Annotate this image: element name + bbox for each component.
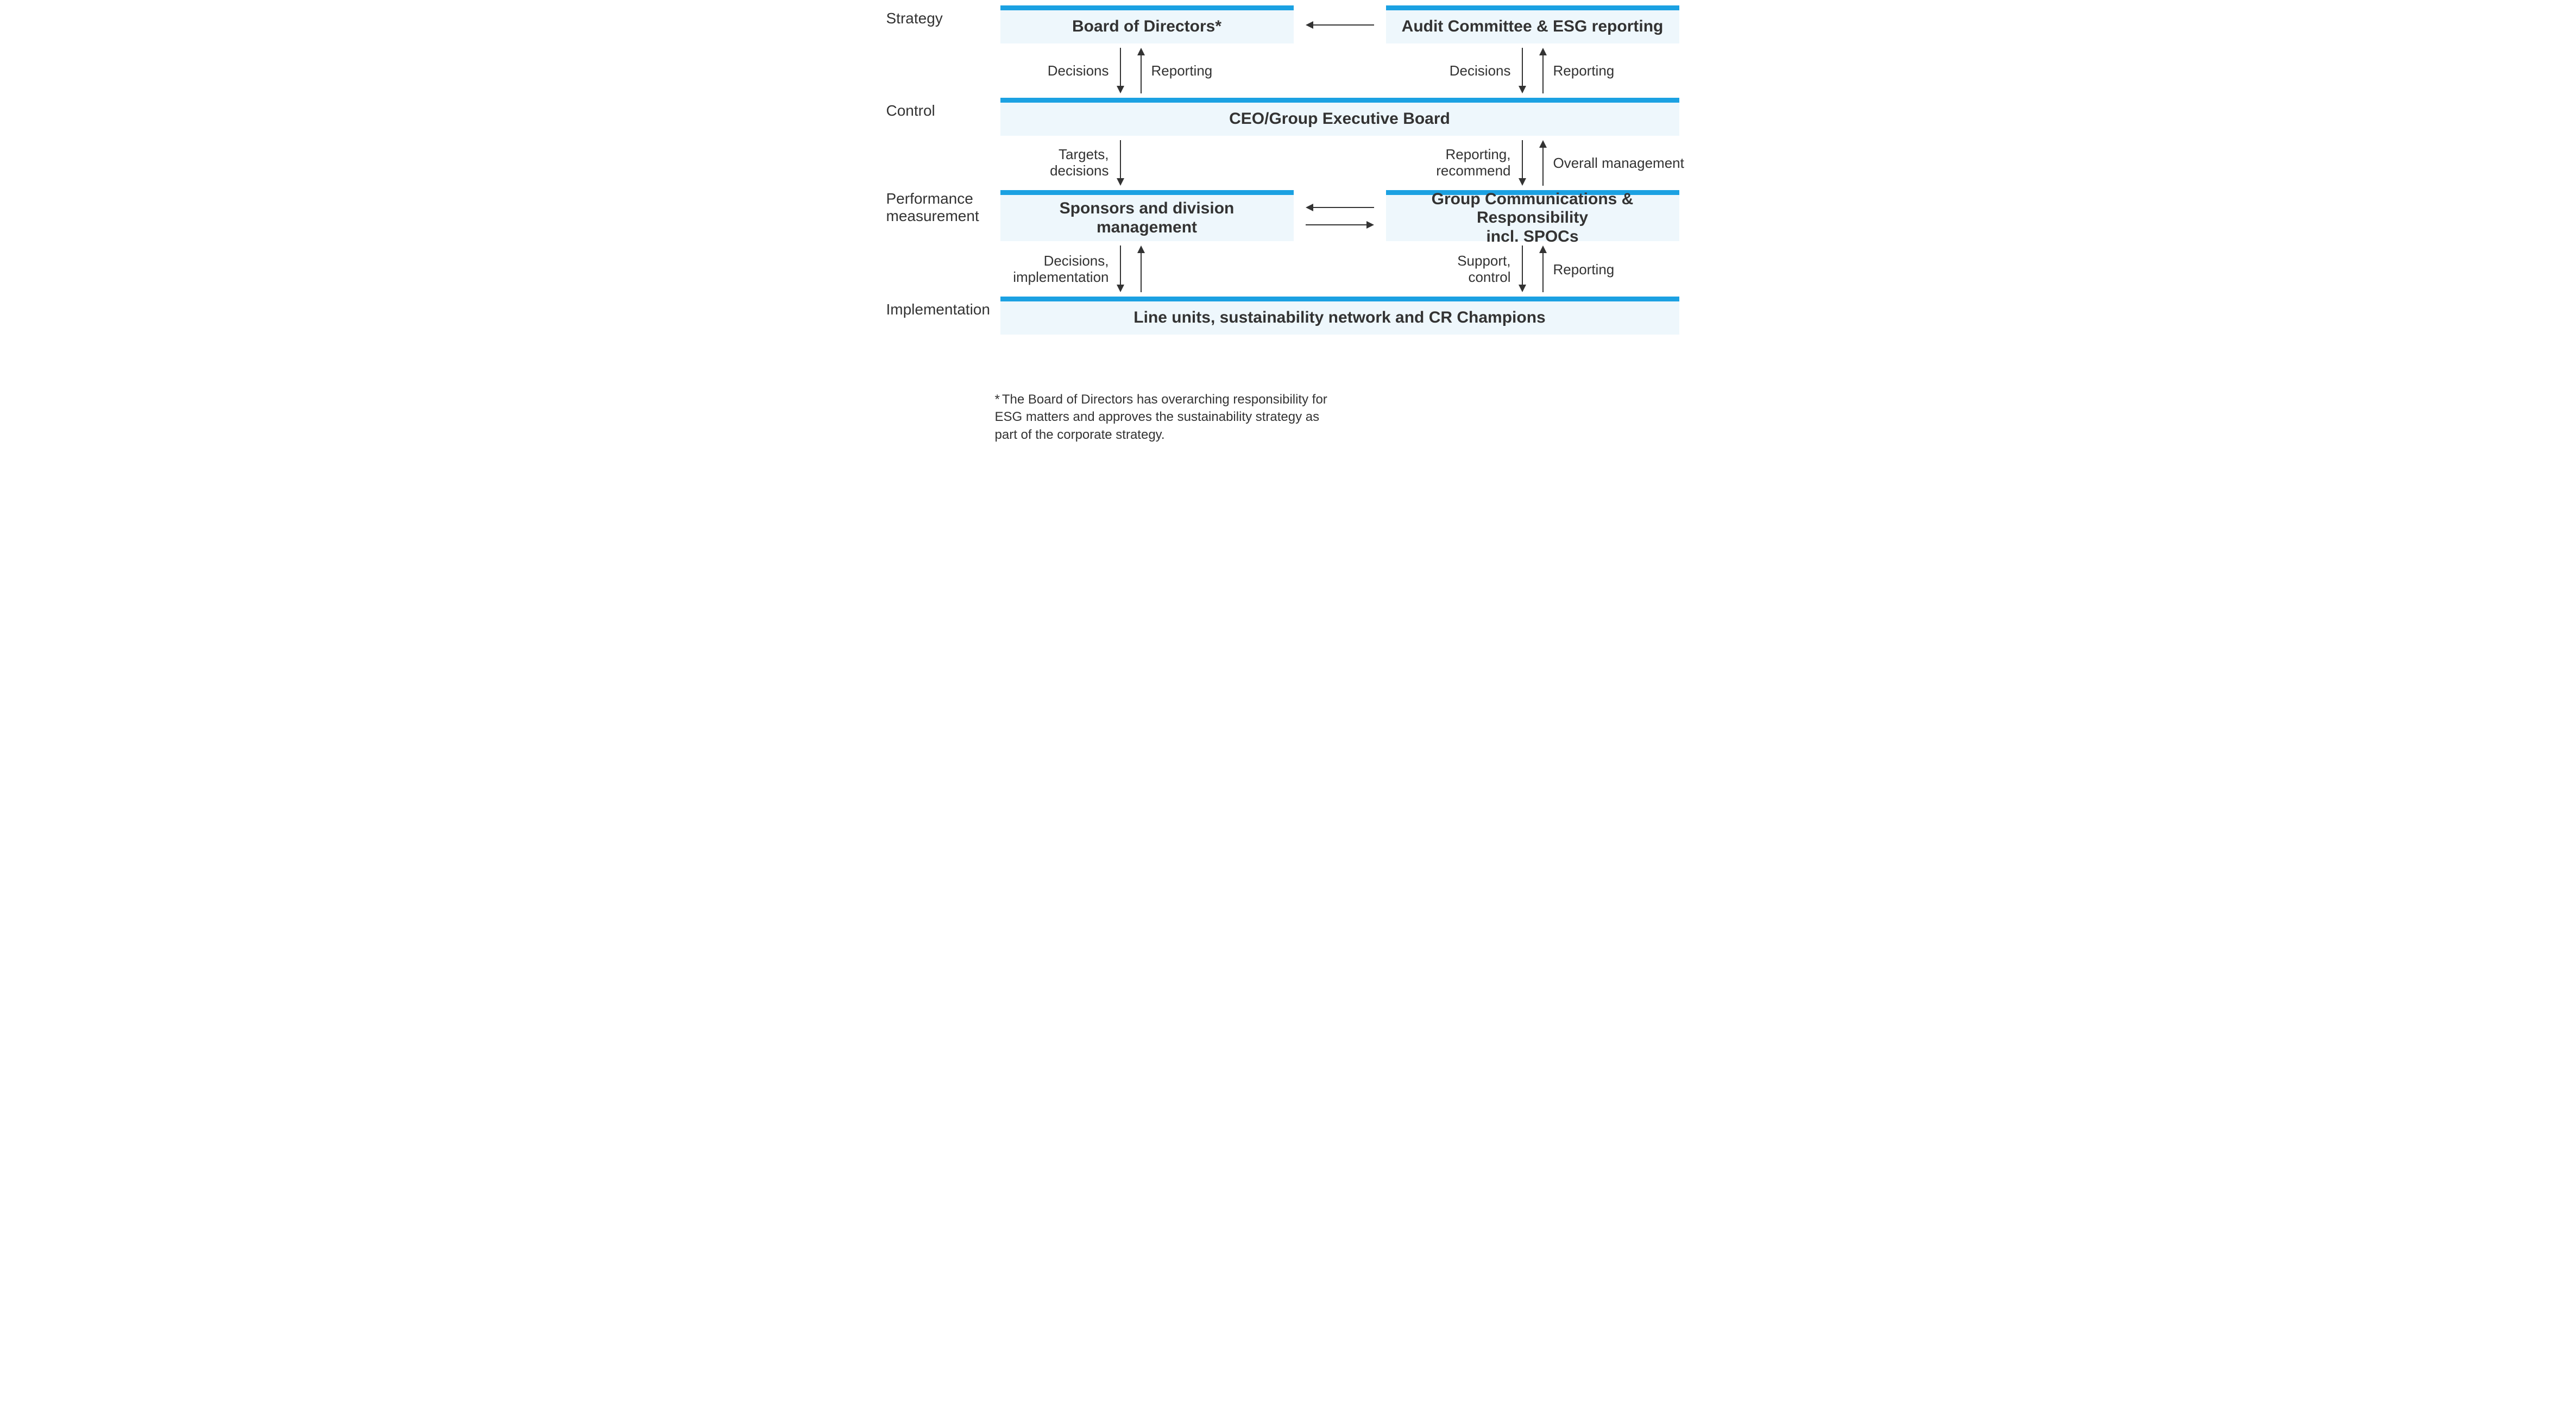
- row-label-perf: Performance measurement: [886, 190, 979, 225]
- arrow-va6: [1522, 140, 1523, 186]
- node-audit: Audit Committee & ESG reporting: [1386, 5, 1679, 43]
- node-sponsor: Sponsors and division management: [1000, 190, 1294, 241]
- node-board: Board of Directors*: [1000, 5, 1294, 43]
- arrow-ha2: [1306, 207, 1374, 208]
- annotation-a3: Decisions: [1440, 63, 1511, 79]
- arrow-va10: [1522, 245, 1523, 292]
- footnote-text: The Board of Directors has overarching r…: [995, 392, 1327, 442]
- arrow-va3: [1522, 48, 1523, 93]
- footnote-marker: *: [995, 392, 1000, 407]
- annotation-a9: Support, control: [1446, 253, 1511, 286]
- arrow-va1: [1120, 48, 1121, 93]
- node-ceo: CEO/Group Executive Board: [1000, 98, 1679, 136]
- annotation-a6: Reporting, recommend: [1429, 147, 1511, 179]
- arrow-va4: [1542, 48, 1544, 93]
- row-label-control: Control: [886, 102, 935, 119]
- arrow-va7: [1542, 140, 1544, 186]
- row-label-implementation: Implementation: [886, 301, 990, 318]
- annotation-a7: Overall management: [1553, 155, 1695, 172]
- annotation-a8: Decisions, implementation: [1006, 253, 1109, 286]
- row-label-strategy: Strategy: [886, 10, 943, 27]
- annotation-a1: Decisions: [1038, 63, 1109, 79]
- arrow-va8: [1120, 245, 1121, 292]
- arrow-va5: [1120, 140, 1121, 186]
- arrow-va11: [1542, 245, 1544, 292]
- node-label-gcr: Group Communications & Responsibility in…: [1394, 190, 1672, 247]
- node-label-line: Line units, sustainability network and C…: [1133, 308, 1545, 328]
- annotation-a2: Reporting: [1151, 63, 1238, 79]
- node-gcr: Group Communications & Responsibility in…: [1386, 190, 1679, 241]
- node-label-board: Board of Directors*: [1072, 17, 1221, 36]
- node-label-audit: Audit Committee & ESG reporting: [1402, 17, 1664, 36]
- node-line: Line units, sustainability network and C…: [1000, 297, 1679, 335]
- arrow-va2: [1141, 48, 1142, 93]
- annotation-a4: Reporting: [1553, 63, 1640, 79]
- arrow-ha1: [1306, 24, 1374, 26]
- governance-diagram: Strategy Control Performance measurement Im…: [881, 0, 1696, 467]
- footnote: *The Board of Directors has overarching …: [995, 391, 1343, 444]
- node-label-sponsor: Sponsors and division management: [1008, 199, 1286, 237]
- annotation-a5: Targets, decisions: [1038, 147, 1109, 179]
- arrow-va9: [1141, 245, 1142, 292]
- annotation-a10: Reporting: [1553, 262, 1640, 278]
- node-label-ceo: CEO/Group Executive Board: [1229, 110, 1450, 129]
- arrow-ha3: [1306, 224, 1374, 225]
